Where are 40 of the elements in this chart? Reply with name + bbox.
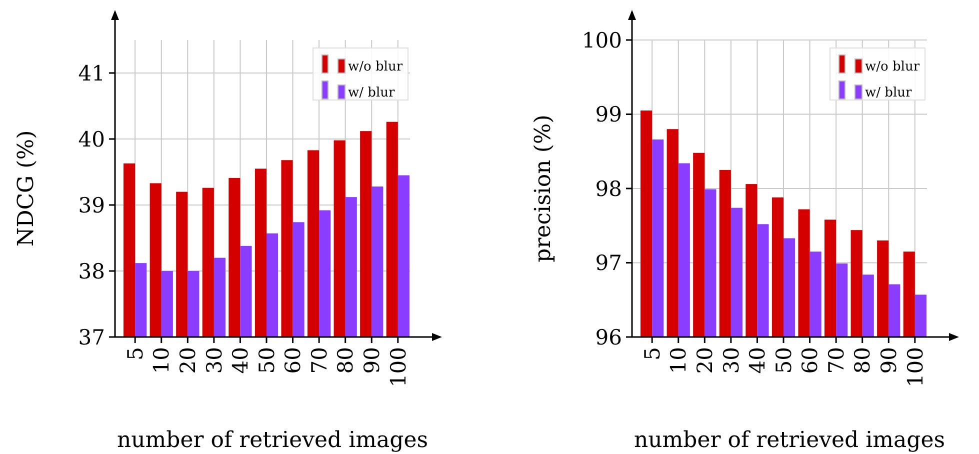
y-tick-label: 41 — [78, 61, 105, 86]
x-tick-label: 10 — [150, 347, 174, 374]
x-tick-label: 80 — [334, 347, 358, 374]
y-tick-label: 40 — [78, 127, 105, 152]
x-tick-label: 100 — [903, 347, 928, 388]
x-tick-label: 20 — [176, 347, 200, 374]
legend-label: w/ blur — [865, 86, 912, 101]
y-tick-label: 99 — [595, 102, 622, 127]
y-tick-label: 37 — [78, 325, 105, 350]
legend-label: w/o blur — [865, 60, 920, 75]
x-tick-label: 70 — [824, 347, 848, 374]
x-tick-label: 40 — [746, 347, 770, 374]
y-axis-title: precision (%) — [531, 114, 556, 262]
x-tick-label: 40 — [228, 347, 253, 374]
y-axis-title: NDCG (%) — [14, 130, 39, 247]
x-tick-label: 90 — [360, 347, 384, 374]
y-tick-label: 96 — [595, 325, 622, 350]
y-tick-label: 98 — [595, 176, 622, 201]
x-axis-title: number of retrieved images — [634, 428, 946, 453]
x-tick-label: 20 — [693, 347, 718, 374]
x-tick-label: 50 — [772, 347, 796, 374]
x-tick-label: 5 — [123, 347, 148, 360]
x-tick-label: 60 — [281, 347, 306, 374]
x-tick-label: 90 — [876, 347, 901, 374]
x-tick-label: 50 — [254, 347, 279, 374]
y-tick-label: 38 — [78, 259, 105, 284]
y-tick-label: 97 — [595, 251, 622, 276]
y-tick-label: 100 — [582, 28, 622, 52]
x-tick-label: 30 — [719, 347, 744, 374]
legend-label: w/ blur — [348, 86, 396, 101]
x-tick-label: 70 — [307, 347, 332, 374]
legend-label: w/o blur — [348, 60, 404, 75]
x-tick-label: 100 — [386, 347, 410, 388]
x-tick-label: 30 — [202, 347, 226, 374]
x-axis-title: number of retrieved images — [116, 428, 428, 453]
x-tick-label: 10 — [666, 347, 691, 374]
x-tick-label: 80 — [850, 347, 875, 374]
x-tick-label: 5 — [640, 347, 664, 360]
y-tick-label: 39 — [78, 193, 105, 218]
x-tick-label: 60 — [798, 347, 822, 374]
